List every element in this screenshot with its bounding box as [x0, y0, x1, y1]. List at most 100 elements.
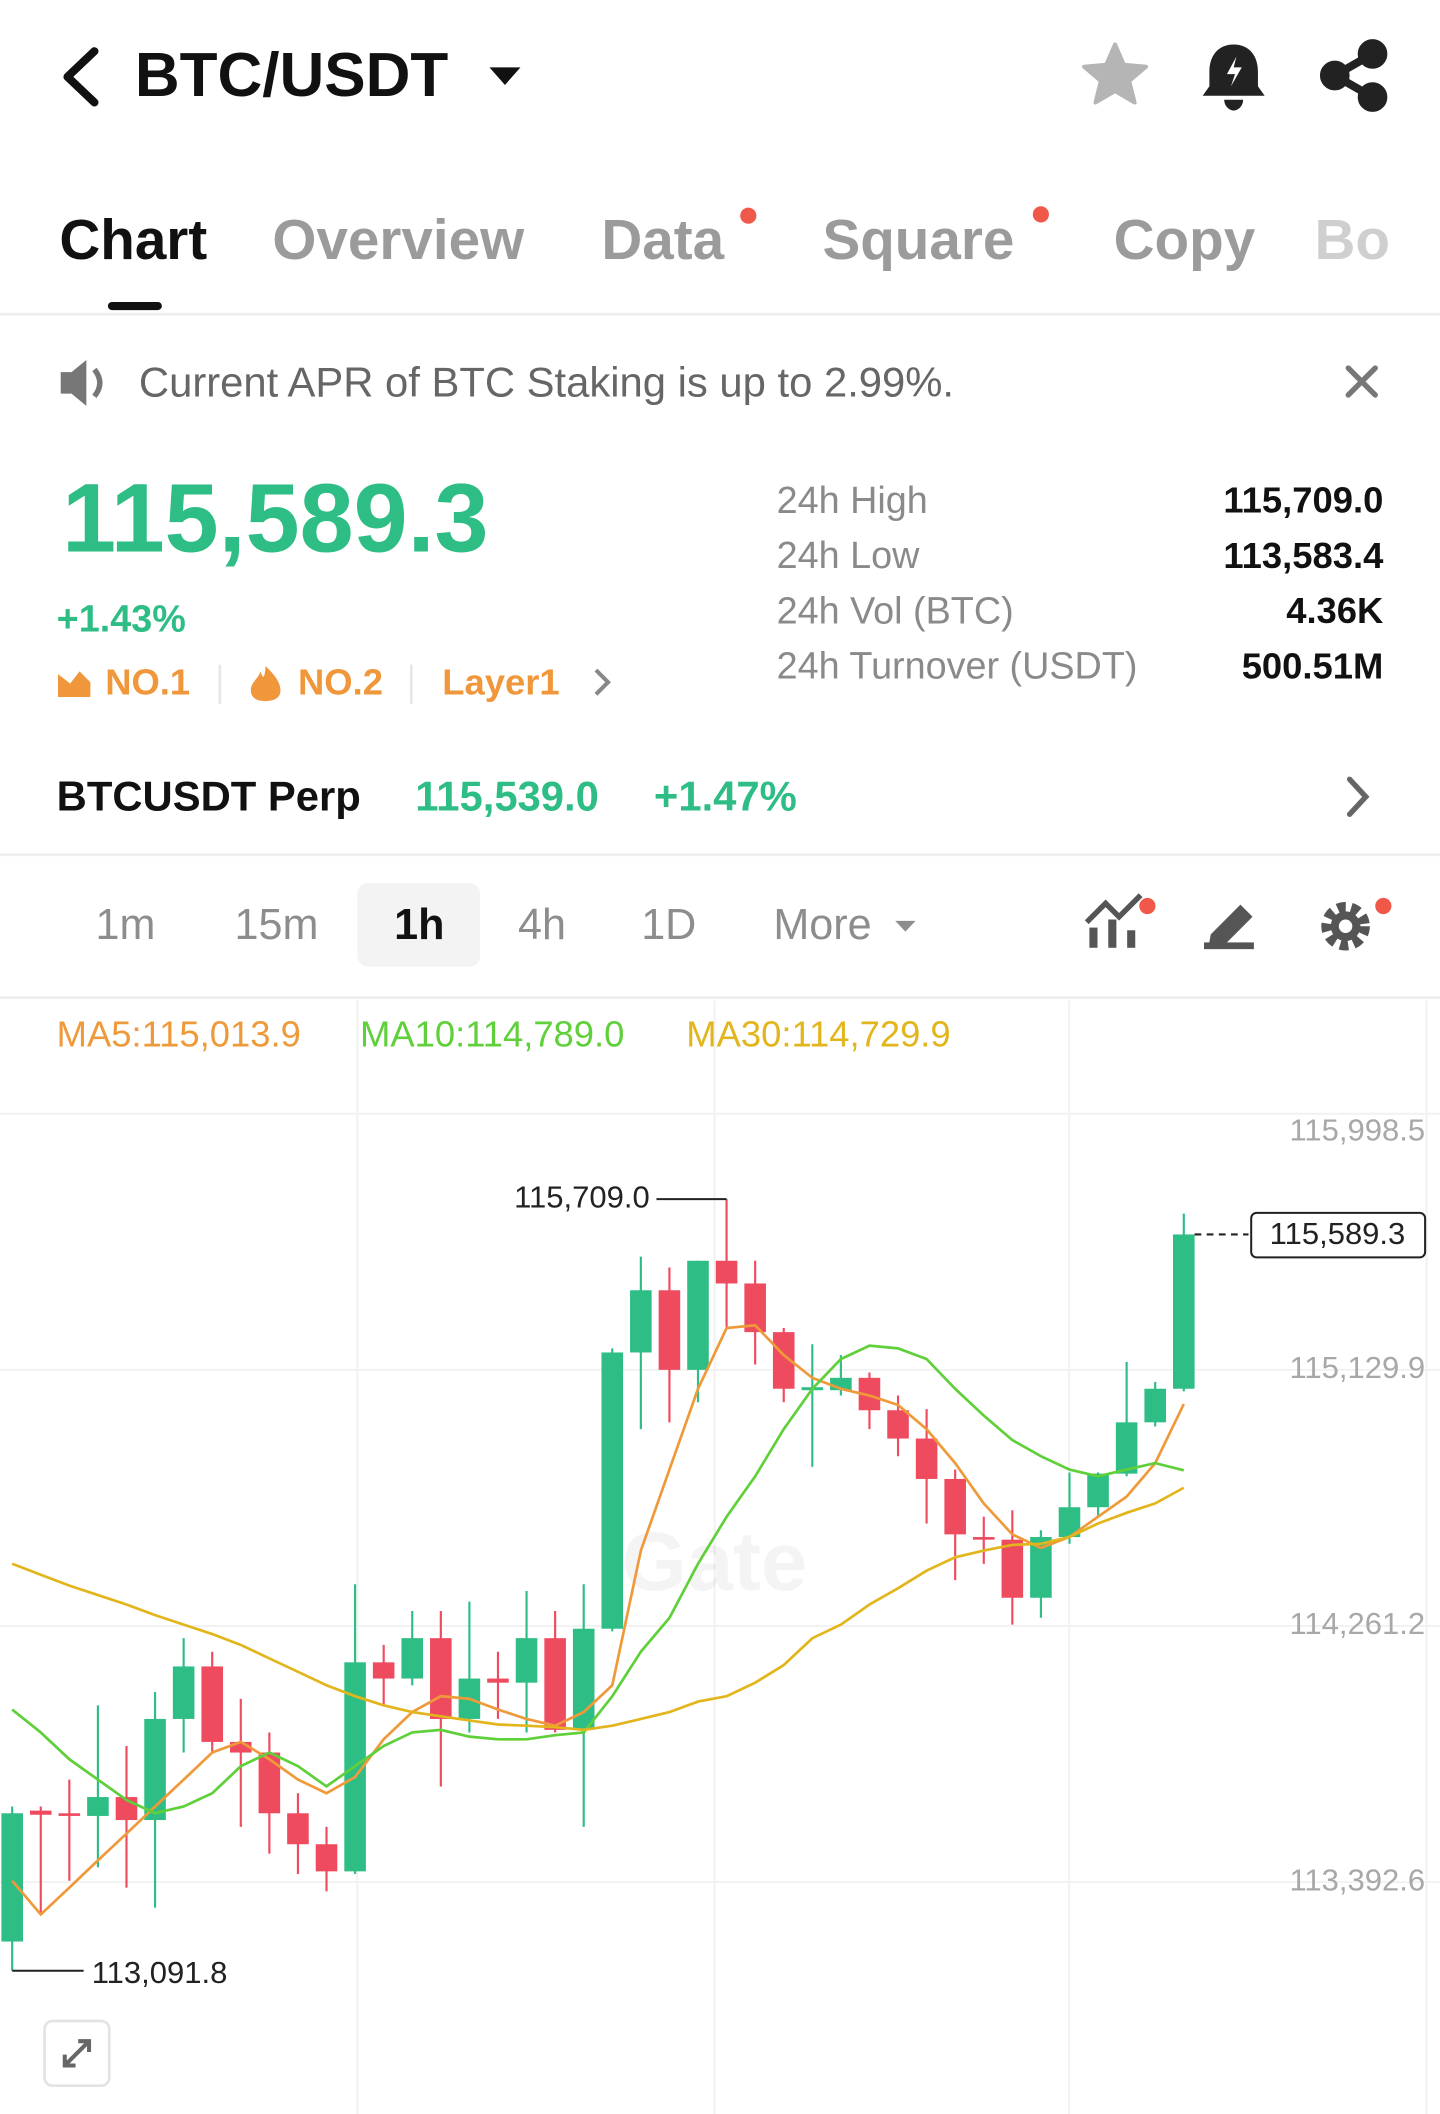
- y-tick-label: 115,998.5: [1289, 1113, 1425, 1148]
- alert-button[interactable]: [1202, 44, 1265, 111]
- stat-label: 24h Low: [777, 534, 920, 576]
- candle-body: [1030, 1537, 1052, 1598]
- tab[interactable]: Bo: [1315, 208, 1390, 271]
- y-tick-label: 113,392.6: [1289, 1862, 1425, 1897]
- vertical-grid: [356, 1000, 1428, 2114]
- candle-body: [772, 1332, 795, 1389]
- stat-label: 24h Turnover (USDT): [777, 645, 1138, 687]
- last-price: 115,589.3: [62, 463, 488, 572]
- ma-legend: MA5:115,013.9: [57, 1013, 301, 1054]
- candle-body: [544, 1638, 566, 1730]
- candle-body: [258, 1752, 281, 1814]
- stat-label: 24h High: [777, 479, 928, 521]
- high-label: 115,709.0: [514, 1179, 650, 1214]
- pair-dropdown[interactable]: [489, 67, 521, 85]
- draw-button[interactable]: [1204, 904, 1254, 950]
- interval-active[interactable]: 1h: [394, 901, 444, 949]
- candle-body: [201, 1666, 224, 1742]
- expand-button[interactable]: [43, 2019, 111, 2088]
- candle-body: [687, 1260, 709, 1370]
- close-banner[interactable]: [1345, 365, 1378, 398]
- ma-legend: MA30:114,729.9: [686, 1013, 950, 1054]
- speaker-icon: [60, 359, 103, 406]
- candle-body: [744, 1283, 766, 1333]
- price-change: +1.43%: [57, 597, 186, 639]
- tab-active[interactable]: Chart: [59, 208, 207, 271]
- ma-line: [11, 1344, 1185, 1815]
- candle-body: [630, 1290, 652, 1353]
- pair-title[interactable]: BTC/USDT: [135, 41, 449, 110]
- candle-body: [29, 1810, 52, 1815]
- candle-body: [1144, 1388, 1166, 1423]
- last-price-label: 115,589.3: [1270, 1216, 1406, 1251]
- candle-body: [372, 1662, 395, 1679]
- badge[interactable]: NO.2: [298, 662, 383, 703]
- stat-value: 115,709.0: [1223, 479, 1383, 520]
- candle-body: [172, 1666, 195, 1719]
- tab[interactable]: Square: [822, 208, 1014, 271]
- candle-body: [572, 1628, 595, 1730]
- candle-body: [601, 1352, 624, 1629]
- chart: Gate 115,998.5 115,129.9 114,261.2 113,392.6…: [0, 1013, 1440, 1990]
- banner-text[interactable]: Current APR of BTC Staking is up to 2.99…: [139, 359, 954, 406]
- tab-indicator: [107, 302, 162, 311]
- candle-body: [1087, 1473, 1109, 1508]
- perp-name: BTCUSDT Perp: [57, 773, 361, 820]
- stat-label: 24h Vol (BTC): [777, 589, 1014, 631]
- last-price-tag: [1250, 1211, 1427, 1259]
- tab[interactable]: Overview: [272, 208, 525, 271]
- interval[interactable]: 15m: [234, 901, 318, 949]
- candle-body: [944, 1478, 966, 1535]
- candle-body: [1001, 1539, 1024, 1598]
- rank-icon: [58, 671, 91, 698]
- candle-body: [315, 1844, 338, 1872]
- candle-body: [1, 1813, 23, 1942]
- watermark: Gate: [622, 1514, 808, 1608]
- favorite-button[interactable]: [1081, 42, 1149, 105]
- indicator-button[interactable]: [1084, 893, 1156, 948]
- candle-body: [487, 1678, 509, 1683]
- candle-body: [401, 1638, 424, 1679]
- interval[interactable]: More: [773, 901, 871, 949]
- perp-change: +1.47%: [654, 773, 797, 820]
- share-button[interactable]: [1319, 39, 1388, 112]
- candle-body: [430, 1638, 452, 1719]
- tab[interactable]: Copy: [1114, 208, 1256, 271]
- y-tick-label: 115,129.9: [1289, 1350, 1425, 1385]
- ma-legend: MA10:114,789.0: [360, 1013, 624, 1054]
- candle-body: [287, 1813, 309, 1845]
- notification-dot: [740, 207, 757, 224]
- perp-row[interactable]: BTCUSDT Perp 115,539.0 +1.47%: [57, 773, 1370, 820]
- ma-line: [11, 1486, 1185, 1732]
- perp-price: 115,539.0: [415, 773, 599, 820]
- candle-body: [915, 1438, 938, 1479]
- more-dropdown[interactable]: [895, 920, 916, 932]
- candle-body: [230, 1741, 252, 1753]
- badge[interactable]: Layer1: [442, 662, 559, 703]
- interval[interactable]: 1D: [641, 901, 696, 949]
- candle-body: [1058, 1507, 1081, 1538]
- stat-value: 4.36K: [1286, 590, 1383, 631]
- chevron[interactable]: [594, 668, 611, 696]
- low-label: 113,091.8: [92, 1955, 228, 1990]
- candle-body: [715, 1260, 738, 1284]
- interval[interactable]: 4h: [518, 901, 566, 949]
- candle-body: [658, 1290, 681, 1370]
- stat-value: 113,583.4: [1223, 535, 1384, 576]
- tab[interactable]: Data: [601, 208, 724, 271]
- ma-line: [11, 1323, 1185, 1917]
- interval[interactable]: 1m: [95, 901, 155, 949]
- back-button[interactable]: [63, 47, 99, 107]
- hot-icon: [250, 666, 281, 702]
- candle-body: [887, 1410, 909, 1439]
- interval-highlight: [357, 883, 481, 967]
- chevron: [1346, 776, 1370, 818]
- candle-body: [87, 1797, 109, 1816]
- settings-button[interactable]: [1321, 897, 1392, 951]
- candle-body: [1173, 1234, 1195, 1389]
- notification-dot: [1032, 206, 1049, 223]
- badge[interactable]: NO.1: [105, 662, 190, 703]
